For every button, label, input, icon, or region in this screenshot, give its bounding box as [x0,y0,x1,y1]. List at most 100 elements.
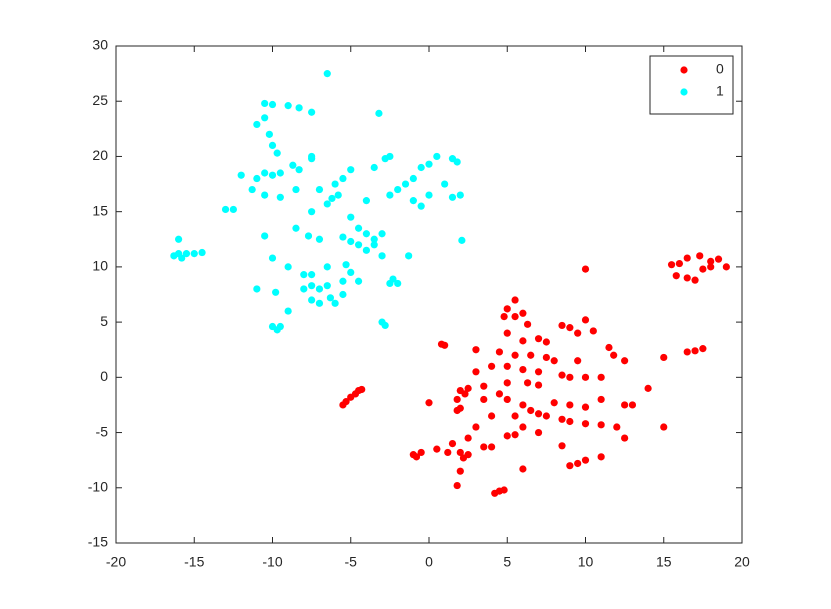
x-tick-label: 5 [503,554,511,570]
point [315,235,324,243]
point [347,213,355,221]
legend-label: 0 [716,61,724,77]
x-tick-label: 20 [734,554,750,570]
point [566,324,574,332]
point [347,166,355,174]
point [261,169,269,177]
x-tick-label: -10 [262,554,282,570]
point [295,166,303,174]
point [300,285,308,293]
point [253,174,261,183]
point [323,200,331,208]
point [261,114,269,122]
point [456,467,464,475]
point [558,371,566,379]
point [394,185,402,194]
point [375,109,383,117]
axes-frame [115,45,743,544]
point [448,193,457,201]
point [308,108,316,116]
x-tick-label: 10 [578,554,594,570]
plot-area [116,46,742,543]
y-tick-label: -10 [88,478,108,494]
point [491,489,499,497]
point [276,193,284,201]
point [628,401,637,409]
point [389,275,397,283]
point [597,373,605,381]
point [511,412,519,420]
point [699,265,707,273]
point [354,241,363,249]
point [362,230,370,238]
point [417,202,425,210]
point [511,312,519,321]
point [276,322,284,331]
point [323,263,331,271]
point [574,459,582,468]
point [574,357,582,365]
point [347,393,355,401]
point [500,486,508,494]
point [308,282,316,290]
point [597,421,605,429]
point [370,241,378,249]
point [519,337,527,345]
point [495,348,504,356]
point [503,305,511,313]
point [354,277,363,285]
point [566,462,574,470]
y-tick-label: 20 [92,147,108,163]
point [534,335,543,343]
point [581,456,590,464]
point [453,406,461,415]
point [378,230,386,238]
point [696,252,704,260]
point [566,417,574,426]
legend-marker [680,66,688,74]
point [370,163,378,172]
point [339,233,347,241]
point [339,401,347,409]
x-tick-label: -5 [345,554,358,570]
point [386,152,394,161]
point [534,410,543,418]
point [433,445,441,453]
point [503,395,511,404]
point [284,307,292,315]
point [722,263,730,271]
point [304,232,313,240]
point [458,236,466,244]
point [503,362,511,370]
point [503,329,511,337]
point [425,191,433,199]
point [342,261,350,269]
point [675,259,684,268]
point [268,100,277,109]
point [394,279,402,288]
point [292,224,300,232]
point [707,257,715,265]
point [331,180,339,188]
point [433,152,441,161]
point [248,185,256,194]
point [334,191,342,199]
point [558,442,566,450]
point [464,434,472,442]
point [574,329,582,337]
point [190,250,198,258]
point [315,285,324,293]
point [253,285,261,293]
point [581,403,590,411]
point [500,312,508,321]
legend: 01 [649,55,734,115]
point [581,420,590,428]
point [198,248,206,257]
point [488,362,496,370]
point [175,235,183,243]
point [182,250,191,258]
point [292,185,300,194]
y-tick-label: 15 [92,202,108,218]
point [550,357,558,365]
